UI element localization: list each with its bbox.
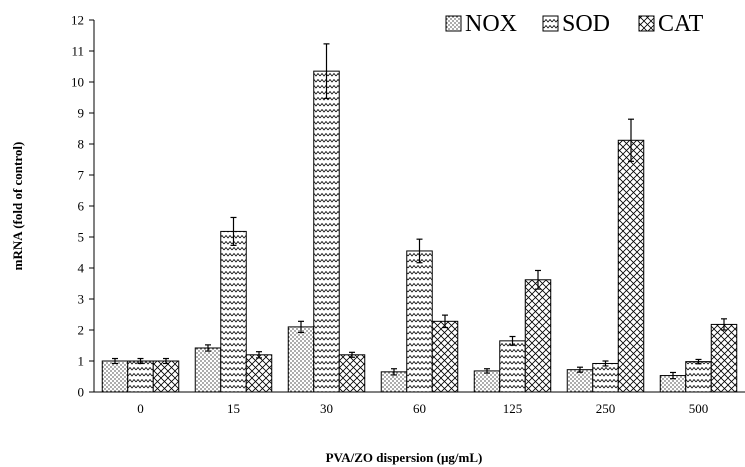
y-tick-label: 1 (78, 354, 85, 369)
x-tick-label: 250 (596, 401, 616, 416)
bar-sod (499, 340, 526, 393)
error-bar-nox (577, 366, 583, 373)
bar-sod (127, 360, 154, 393)
error-bar-sod (323, 43, 330, 100)
x-tick-label: 125 (503, 401, 523, 416)
bar-cat (617, 139, 645, 393)
legend-swatch-cat (638, 15, 655, 32)
error-bar-nox (298, 320, 304, 334)
y-tick-label: 7 (78, 168, 85, 183)
error-bar-nox (670, 371, 676, 380)
legend-label-cat: CAT (658, 11, 704, 37)
error-bar-cat (256, 351, 262, 359)
error-bar-nox (391, 368, 397, 376)
y-tick-label: 5 (78, 230, 85, 245)
y-tick-label: 10 (71, 75, 84, 90)
error-bar-nox (205, 344, 211, 352)
bar-sod (406, 250, 433, 393)
legend-label-sod: SOD (562, 11, 610, 37)
bar-cat (431, 320, 459, 393)
y-tick-label: 11 (71, 44, 84, 59)
bar-cat (245, 354, 273, 393)
bar-cat (524, 279, 552, 393)
x-tick-label: 30 (320, 401, 333, 416)
x-tick-label: 0 (137, 401, 144, 416)
bars-layer (101, 70, 738, 393)
y-tick-label: 6 (78, 199, 85, 214)
error-bar-sod (695, 358, 702, 365)
error-bars-layer (112, 43, 727, 380)
x-ticks: 0 15 30 60 125 250 500 (137, 401, 708, 416)
error-bar-nox (112, 357, 118, 365)
y-axis-title: mRNA (fold of control) (10, 142, 25, 271)
error-bar-sod (602, 360, 609, 367)
error-bar-cat (535, 269, 541, 290)
error-bar-sod (230, 216, 237, 246)
y-tick-label: 0 (78, 385, 85, 400)
error-bar-cat (721, 318, 727, 331)
bar-nox (101, 360, 129, 393)
error-bar-sod (509, 335, 516, 346)
bar-sod (313, 70, 340, 393)
bar-cat (338, 354, 366, 393)
error-bar-sod (137, 357, 144, 365)
legend-swatch-sod (542, 15, 559, 32)
x-tick-label: 15 (227, 401, 240, 416)
legend-swatch-nox (445, 15, 462, 32)
error-bar-cat (163, 357, 169, 365)
error-bar-cat (442, 314, 448, 329)
bar-sod (592, 362, 619, 393)
bar-cat (710, 323, 738, 393)
y-tick-label: 4 (78, 261, 85, 276)
error-bar-sod (416, 238, 423, 264)
bar-sod (685, 361, 712, 393)
error-bar-nox (484, 368, 490, 374)
y-tick-label: 12 (71, 13, 84, 28)
bar-cat (152, 360, 180, 393)
y-tick-label: 9 (78, 106, 85, 121)
y-tick-label: 3 (78, 292, 85, 307)
error-bar-cat (349, 351, 355, 358)
bar-nox (566, 369, 594, 393)
x-axis-title: PVA/ZO dispersion (µg/mL) (326, 450, 483, 465)
error-bar-cat (628, 118, 634, 162)
bar-sod (220, 230, 247, 393)
bar-nox (473, 370, 501, 393)
legend: NOX SOD CAT (445, 11, 704, 37)
x-tick-label: 500 (689, 401, 709, 416)
y-tick-label: 2 (78, 323, 85, 338)
bar-nox (194, 347, 222, 393)
x-tick-label: 60 (413, 401, 426, 416)
bar-nox (287, 326, 315, 393)
y-tick-label: 8 (78, 137, 85, 152)
legend-label-nox: NOX (465, 11, 517, 37)
